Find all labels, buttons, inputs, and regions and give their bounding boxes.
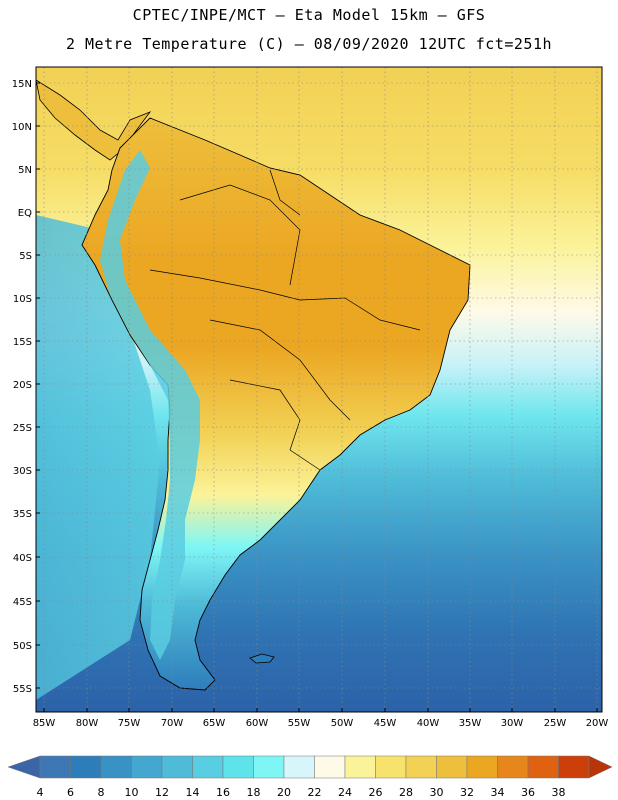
colorbar-tick-label: 6 bbox=[67, 786, 74, 799]
central-america bbox=[35, 79, 152, 161]
colorbar-tick-label: 32 bbox=[460, 786, 474, 799]
lat-label: 5S bbox=[19, 251, 32, 262]
lat-label: 10S bbox=[13, 294, 32, 305]
colorbar-swatch bbox=[192, 755, 224, 779]
lon-label: 75W bbox=[118, 718, 141, 729]
colorbar-swatch bbox=[222, 755, 254, 779]
lon-label: 25W bbox=[544, 718, 567, 729]
map-subtitle: 2 Metre Temperature (C) – 08/09/2020 12U… bbox=[65, 35, 553, 53]
lat-label: 15N bbox=[12, 79, 32, 90]
colorbar-tick-label: 22 bbox=[308, 786, 322, 799]
colorbar-swatch bbox=[375, 755, 407, 779]
colorbar-tick-label: 20 bbox=[277, 786, 291, 799]
colorbar-swatch bbox=[253, 755, 285, 779]
colorbar-tick-label: 30 bbox=[430, 786, 444, 799]
colorbar-tick-label: 4 bbox=[37, 786, 44, 799]
lon-label: 60W bbox=[246, 718, 269, 729]
colorbar-swatch bbox=[527, 755, 559, 779]
colorbar-swatch bbox=[39, 755, 71, 779]
colorbar-swatch bbox=[283, 755, 315, 779]
country-borders bbox=[149, 169, 421, 471]
lon-label: 85W bbox=[33, 718, 56, 729]
colorbar-swatch bbox=[558, 755, 590, 779]
lat-label: 15S bbox=[13, 337, 32, 348]
lat-label: 25S bbox=[13, 423, 32, 434]
colorbar: 4 6 8 10 12 14 16 18 20 22 24 26 28 30 32 34 36 38 bbox=[7, 755, 613, 799]
colorbar-tick-label: 16 bbox=[216, 786, 230, 799]
colorbar-tick-label: 10 bbox=[125, 786, 139, 799]
colorbar-swatch bbox=[161, 755, 193, 779]
falkland-islands bbox=[249, 653, 275, 664]
lat-label: EQ bbox=[18, 208, 32, 219]
lon-label: 80W bbox=[76, 718, 99, 729]
lat-label: 45S bbox=[13, 597, 32, 608]
colorbar-swatch bbox=[405, 755, 437, 779]
lon-label: 45W bbox=[374, 718, 397, 729]
lon-label: 30W bbox=[501, 718, 524, 729]
map-title: CPTEC/INPE/MCT – Eta Model 15km – GFS bbox=[132, 6, 486, 24]
lon-label: 50W bbox=[331, 718, 354, 729]
colorbar-left-arrow bbox=[7, 755, 41, 779]
colorbar-swatch bbox=[344, 755, 376, 779]
colorbar-swatch bbox=[131, 755, 163, 779]
andes-cold-strip bbox=[100, 150, 200, 660]
colorbar-swatch bbox=[466, 755, 498, 779]
colorbar-tick-label: 36 bbox=[521, 786, 535, 799]
colorbar-tick-label: 18 bbox=[247, 786, 261, 799]
lon-label: 35W bbox=[459, 718, 482, 729]
colorbar-tick-label: 8 bbox=[98, 786, 105, 799]
colorbar-tick-label: 28 bbox=[399, 786, 413, 799]
pacific-cool-region bbox=[36, 215, 160, 700]
lon-label: 65W bbox=[203, 718, 226, 729]
lon-label: 40W bbox=[417, 718, 440, 729]
lat-label: 35S bbox=[13, 509, 32, 520]
colorbar-tick-label: 24 bbox=[338, 786, 352, 799]
axis-ticks bbox=[36, 82, 598, 712]
lat-label: 20S bbox=[13, 380, 32, 391]
lat-label: 50S bbox=[13, 641, 32, 652]
colorbar-swatch bbox=[314, 755, 346, 779]
colorbar-tick-label: 26 bbox=[369, 786, 383, 799]
map-frame bbox=[35, 66, 603, 713]
colorbar-tick-label: 34 bbox=[491, 786, 505, 799]
lat-label: 55S bbox=[13, 684, 32, 695]
lon-label: 55W bbox=[288, 718, 311, 729]
colorbar-swatch bbox=[70, 755, 102, 779]
colorbar-tick-label: 12 bbox=[155, 786, 169, 799]
colorbar-swatch bbox=[100, 755, 132, 779]
lat-label: 40S bbox=[13, 553, 32, 564]
lon-label: 20W bbox=[586, 718, 609, 729]
lon-label: 70W bbox=[161, 718, 184, 729]
colorbar-swatch bbox=[497, 755, 529, 779]
colorbar-tick-label: 14 bbox=[186, 786, 200, 799]
lat-label: 5N bbox=[18, 165, 32, 176]
lat-label: 30S bbox=[13, 466, 32, 477]
colorbar-right-arrow bbox=[588, 755, 613, 779]
colorbar-tick-label: 38 bbox=[552, 786, 566, 799]
colorbar-swatch bbox=[436, 755, 468, 779]
lat-label: 10N bbox=[12, 122, 32, 133]
